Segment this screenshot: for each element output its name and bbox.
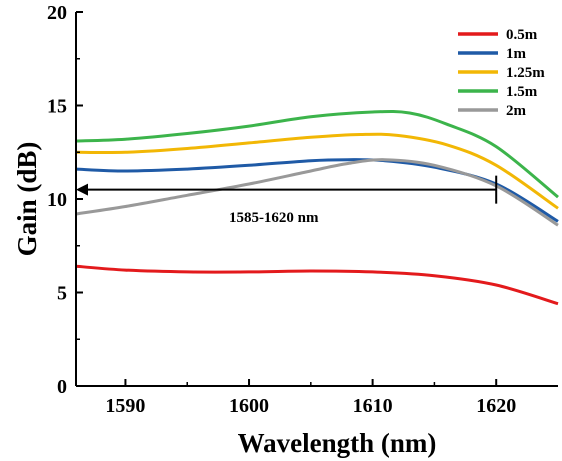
y-tick-label: 15 bbox=[47, 96, 67, 118]
legend-label: 1.5m bbox=[506, 84, 538, 100]
x-axis-title: Wavelength (nm) bbox=[238, 428, 437, 458]
x-tick-label: 1610 bbox=[353, 395, 393, 417]
y-tick-label: 10 bbox=[47, 189, 67, 211]
annotation-arrow-head bbox=[76, 183, 88, 196]
x-tick-label: 1600 bbox=[229, 395, 269, 417]
y-tick-label: 20 bbox=[47, 2, 67, 24]
series-line-0.5m bbox=[75, 264, 559, 306]
y-axis-title: Gain (dB) bbox=[12, 142, 42, 257]
x-tick-label: 1620 bbox=[476, 395, 516, 417]
legend-label: 1.25m bbox=[506, 65, 545, 81]
series-line-1.5m bbox=[75, 110, 559, 199]
legend-label: 2m bbox=[506, 103, 527, 119]
legend-label: 1m bbox=[506, 46, 527, 62]
series-line-1.25m bbox=[75, 132, 559, 210]
legend-label: 0.5m bbox=[506, 27, 538, 43]
x-tick-label: 1590 bbox=[105, 395, 145, 417]
series-line-2m bbox=[75, 158, 559, 227]
y-tick-label: 5 bbox=[57, 283, 67, 305]
annotation-label: 1585-1620 nm bbox=[229, 210, 319, 226]
y-tick-label: 0 bbox=[57, 376, 67, 398]
